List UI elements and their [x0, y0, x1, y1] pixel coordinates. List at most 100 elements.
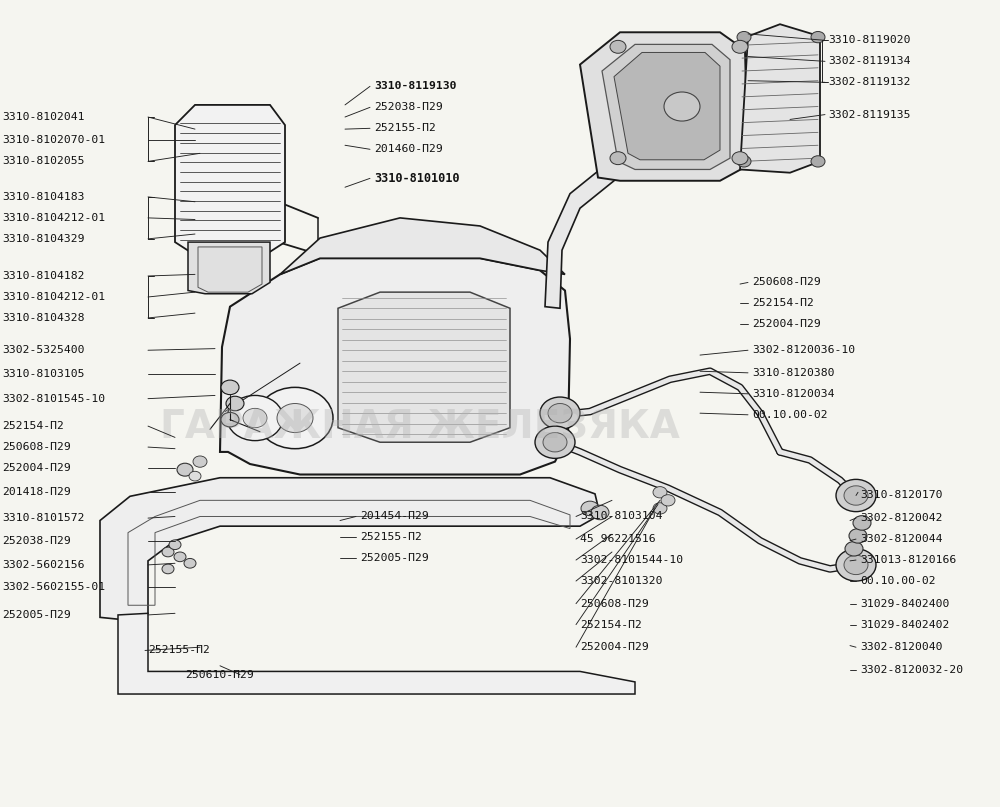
Polygon shape — [602, 44, 730, 169]
Circle shape — [610, 152, 626, 165]
Text: 331013-8120166: 331013-8120166 — [860, 555, 956, 565]
Text: 3302-8120042: 3302-8120042 — [860, 513, 942, 523]
Text: 3310-8104183: 3310-8104183 — [2, 192, 84, 202]
Text: 3310-8103105: 3310-8103105 — [2, 370, 84, 379]
Circle shape — [227, 395, 283, 441]
Text: 3310-8102055: 3310-8102055 — [2, 157, 84, 166]
Text: 3302-5325400: 3302-5325400 — [2, 345, 84, 355]
Circle shape — [664, 92, 700, 121]
Text: 3310-8101010: 3310-8101010 — [374, 172, 460, 185]
Circle shape — [535, 426, 575, 458]
Circle shape — [177, 463, 193, 476]
Circle shape — [811, 156, 825, 167]
Circle shape — [653, 487, 667, 498]
Text: 252155-П2: 252155-П2 — [148, 646, 210, 655]
Text: 201460-П29: 201460-П29 — [374, 144, 443, 154]
Text: 252038-П29: 252038-П29 — [374, 102, 443, 112]
Text: 3310-8104329: 3310-8104329 — [2, 234, 84, 244]
Polygon shape — [188, 242, 270, 294]
Circle shape — [257, 387, 333, 449]
Circle shape — [844, 486, 868, 505]
Polygon shape — [100, 478, 600, 621]
Text: 3302-8119132: 3302-8119132 — [828, 77, 910, 87]
Circle shape — [540, 397, 580, 429]
Circle shape — [169, 540, 181, 550]
Text: 252155-П2: 252155-П2 — [374, 123, 436, 133]
Polygon shape — [614, 52, 720, 160]
Circle shape — [610, 40, 626, 53]
Text: 3310-8102041: 3310-8102041 — [2, 112, 84, 122]
Text: 3302-8101320: 3302-8101320 — [580, 576, 662, 586]
Circle shape — [844, 555, 868, 575]
Text: 252038-П29: 252038-П29 — [2, 536, 71, 546]
Text: 3310-8104182: 3310-8104182 — [2, 271, 84, 281]
Text: 252154-П2: 252154-П2 — [2, 421, 64, 431]
Circle shape — [221, 412, 239, 427]
Text: 3310-8120380: 3310-8120380 — [752, 368, 834, 378]
Text: 252155-П2: 252155-П2 — [360, 533, 422, 542]
Circle shape — [737, 31, 751, 43]
Circle shape — [737, 156, 751, 167]
Text: 3302-8119135: 3302-8119135 — [828, 110, 910, 119]
Circle shape — [849, 529, 867, 543]
Text: 201418-П29: 201418-П29 — [2, 487, 71, 497]
Text: 3310-8103104: 3310-8103104 — [580, 512, 662, 521]
Circle shape — [226, 396, 244, 411]
Polygon shape — [118, 613, 635, 694]
Circle shape — [836, 549, 876, 581]
Polygon shape — [545, 153, 665, 308]
Text: 252004-П29: 252004-П29 — [2, 463, 71, 473]
Circle shape — [653, 503, 667, 514]
Text: 3310-8101572: 3310-8101572 — [2, 513, 84, 523]
Circle shape — [184, 558, 196, 568]
Text: 250608-П29: 250608-П29 — [580, 599, 649, 608]
Text: 00.10.00-02: 00.10.00-02 — [752, 410, 828, 420]
Text: 3302-8120040: 3302-8120040 — [860, 642, 942, 652]
Circle shape — [193, 456, 207, 467]
Text: 250610-П29: 250610-П29 — [185, 670, 254, 679]
Text: 252005-П29: 252005-П29 — [360, 554, 429, 563]
Circle shape — [548, 404, 572, 423]
Circle shape — [591, 505, 609, 520]
Text: 252154-П2: 252154-П2 — [580, 620, 642, 629]
Text: 3302-8120044: 3302-8120044 — [860, 534, 942, 544]
Polygon shape — [280, 218, 565, 274]
Text: 31029-8402402: 31029-8402402 — [860, 620, 949, 629]
Text: 252154-П2: 252154-П2 — [752, 299, 814, 308]
Text: 252004-П29: 252004-П29 — [580, 642, 649, 652]
Circle shape — [543, 433, 567, 452]
Text: ГАРАЖНАЯ ЖЕЛЕЗЯКА: ГАРАЖНАЯ ЖЕЛЕЗЯКА — [160, 408, 680, 447]
Polygon shape — [220, 258, 570, 475]
Circle shape — [661, 495, 675, 506]
Circle shape — [174, 552, 186, 562]
Circle shape — [243, 408, 267, 428]
Text: 45 96221516: 45 96221516 — [580, 534, 656, 544]
Text: 3310-8104212-01: 3310-8104212-01 — [2, 213, 105, 223]
Text: 201454-П29: 201454-П29 — [360, 512, 429, 521]
Circle shape — [277, 404, 313, 433]
Text: 3310-8102070-01: 3310-8102070-01 — [2, 136, 105, 145]
Polygon shape — [338, 292, 510, 442]
Text: 250608-П29: 250608-П29 — [2, 442, 71, 452]
Circle shape — [811, 31, 825, 43]
Text: 250608-П29: 250608-П29 — [752, 278, 821, 287]
Text: 3302-8119134: 3302-8119134 — [828, 56, 910, 66]
Circle shape — [732, 40, 748, 53]
Text: 252004-П29: 252004-П29 — [752, 320, 821, 329]
Circle shape — [221, 380, 239, 395]
Text: 3310-8120034: 3310-8120034 — [752, 389, 834, 399]
Text: 31029-8402400: 31029-8402400 — [860, 599, 949, 608]
Circle shape — [836, 479, 876, 512]
Circle shape — [189, 471, 201, 481]
Text: 3302-5602156: 3302-5602156 — [2, 560, 84, 570]
Polygon shape — [580, 32, 748, 181]
Text: 3310-8104212-01: 3310-8104212-01 — [2, 292, 105, 302]
Circle shape — [162, 564, 174, 574]
Text: 3310-8120170: 3310-8120170 — [860, 491, 942, 500]
Text: 3310-8119130: 3310-8119130 — [374, 82, 456, 91]
Text: 3302-8101544-10: 3302-8101544-10 — [580, 555, 683, 565]
Text: 3302-8120032-20: 3302-8120032-20 — [860, 665, 963, 675]
Text: 3302-8120036-10: 3302-8120036-10 — [752, 345, 855, 355]
Circle shape — [853, 516, 871, 530]
Circle shape — [581, 501, 599, 516]
